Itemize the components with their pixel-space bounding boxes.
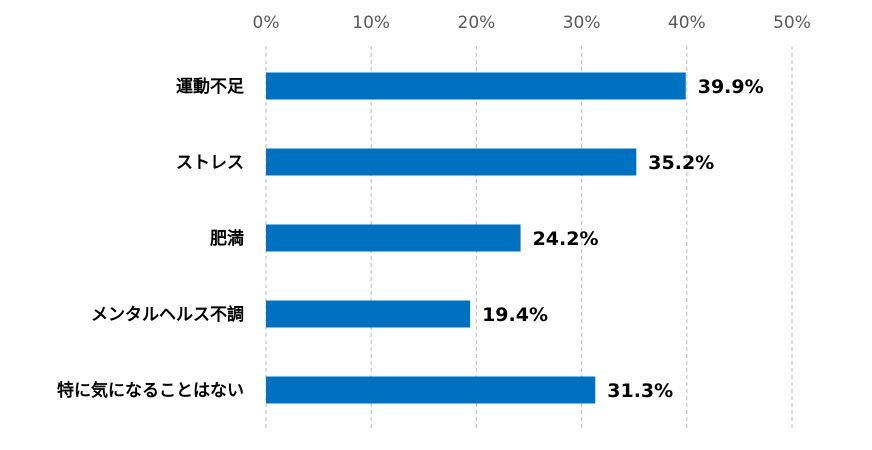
data-label: 39.9% — [698, 76, 764, 98]
category-label: 特に気になることはない — [57, 380, 244, 401]
x-tick-label: 20% — [458, 13, 496, 33]
x-tick-label: 0% — [253, 13, 280, 33]
bar — [266, 300, 471, 328]
x-axis-tick-labels: 0% 10% 20% 30% 40% 50% — [253, 13, 811, 33]
x-tick-label: 40% — [668, 13, 706, 33]
bar — [266, 72, 686, 100]
category-label: メンタルヘルス不調 — [91, 304, 244, 325]
data-label: 35.2% — [648, 152, 714, 174]
data-label: 31.3% — [607, 380, 673, 402]
bar — [266, 148, 637, 176]
x-tick-label: 50% — [773, 13, 811, 33]
data-label: 19.4% — [482, 304, 548, 326]
bars — [266, 72, 686, 404]
data-label: 24.2% — [533, 228, 599, 250]
category-label: 運動不足 — [176, 76, 244, 97]
category-label: 肥満 — [210, 228, 244, 249]
data-labels: 39.9% 35.2% 24.2% 19.4% 31.3% — [482, 76, 764, 402]
category-label: ストレス — [176, 153, 244, 173]
bar — [266, 224, 521, 252]
x-tick-label: 10% — [352, 13, 390, 33]
x-tick-label: 30% — [563, 13, 601, 33]
bar — [266, 376, 596, 404]
